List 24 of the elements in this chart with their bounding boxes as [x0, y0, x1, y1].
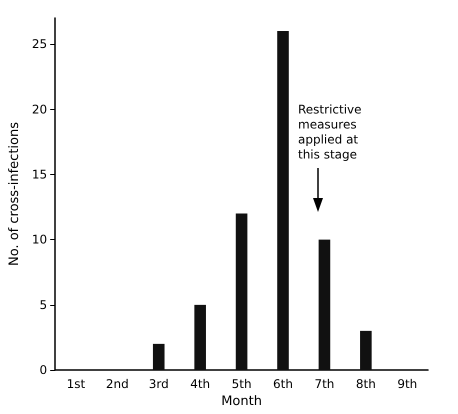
x-tick-label: 4th [190, 377, 210, 391]
x-tick-label: 6th [273, 377, 293, 391]
y-tick-label: 20 [32, 102, 48, 116]
bar [236, 214, 248, 370]
x-tick-label: 8th [356, 377, 376, 391]
bar [318, 240, 330, 370]
bar [277, 31, 289, 370]
y-tick-label: 10 [32, 232, 48, 247]
x-tick-label: 5th [232, 377, 252, 391]
y-tick-label: 0 [40, 363, 48, 377]
y-tick-label: 25 [32, 37, 48, 52]
annotation: Restrictive measures applied at this stage [298, 102, 362, 162]
x-tick-label: 3rd [148, 377, 169, 391]
y-axis-title: No. of cross-infections [7, 122, 22, 266]
x-axis-title: Month [221, 394, 262, 409]
y-tick-label: 15 [32, 167, 48, 182]
bar [194, 304, 206, 370]
x-tick-label: 1st [66, 377, 86, 391]
bar [360, 330, 372, 370]
x-tick-label: 7th [314, 377, 334, 391]
bar [152, 344, 165, 370]
x-tick-label: 2nd [106, 377, 129, 391]
x-tick-label: 9th [397, 377, 418, 391]
y-tick-label: 5 [40, 298, 48, 312]
